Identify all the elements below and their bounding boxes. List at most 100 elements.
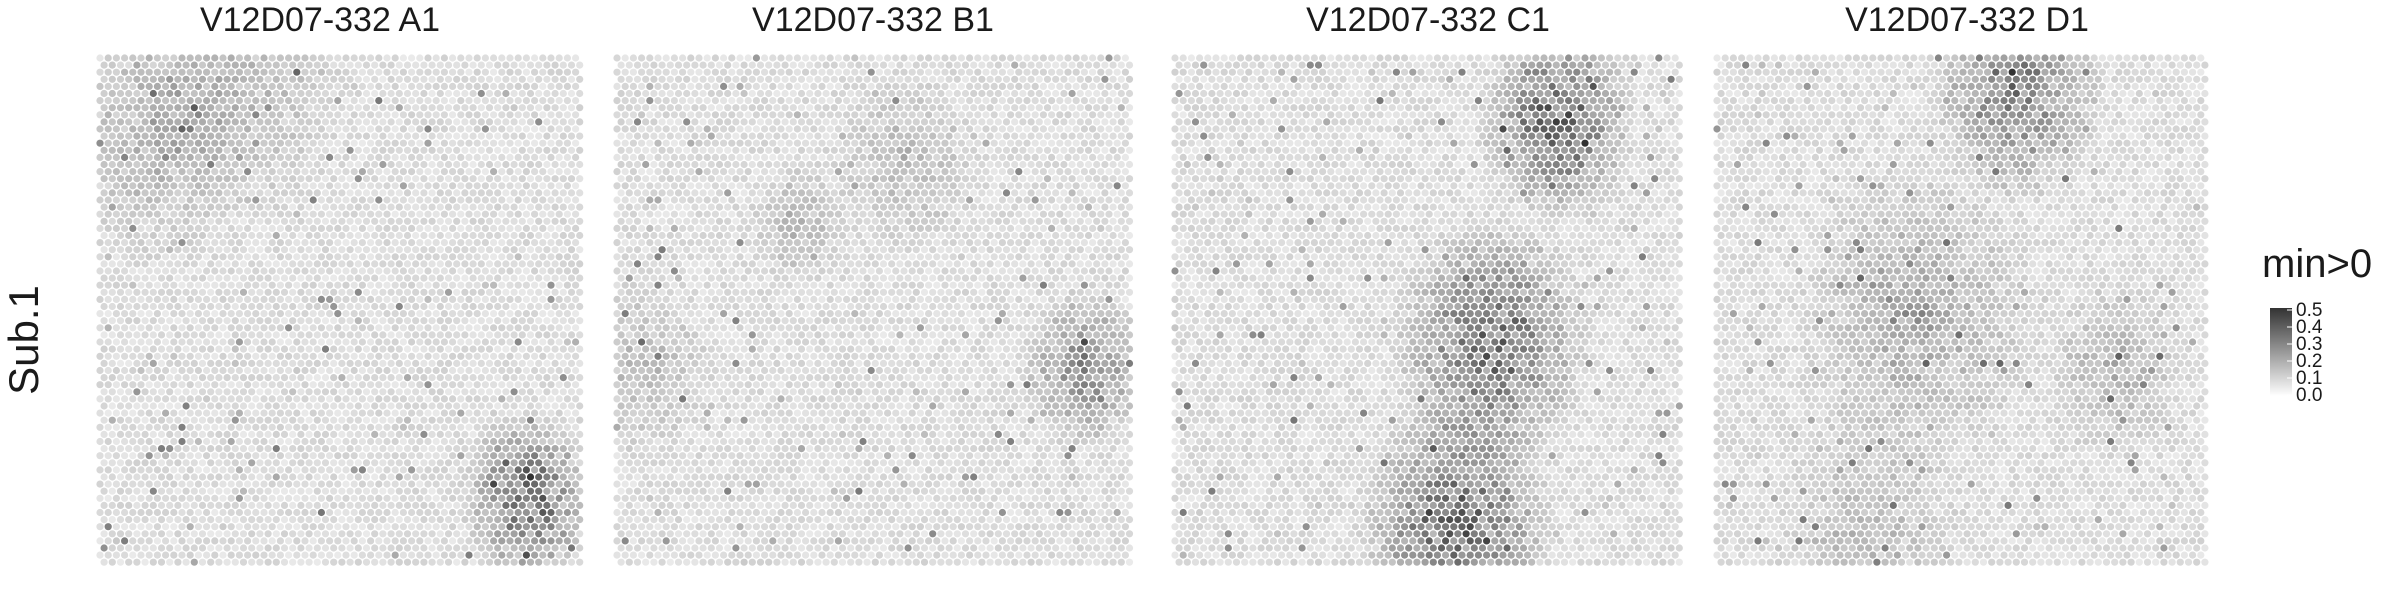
spot <box>436 118 444 126</box>
spot <box>104 310 112 318</box>
spot <box>129 551 137 559</box>
spot <box>264 160 272 169</box>
spot <box>395 388 403 396</box>
spot <box>547 537 555 545</box>
spot <box>293 338 301 346</box>
spot <box>371 317 379 325</box>
spot <box>888 104 896 112</box>
spot <box>785 125 793 133</box>
spot <box>121 466 129 474</box>
spot <box>231 288 239 296</box>
spot <box>793 68 802 76</box>
spot <box>502 473 510 481</box>
spot <box>293 281 301 289</box>
spot <box>461 175 469 183</box>
spot <box>383 239 391 247</box>
spot <box>420 203 428 211</box>
spot <box>371 189 379 197</box>
spot <box>576 359 584 367</box>
spot <box>1039 54 1047 62</box>
spot <box>354 430 362 438</box>
spot <box>498 366 506 375</box>
spot <box>391 352 399 360</box>
spot <box>330 317 338 325</box>
spot <box>198 487 207 495</box>
spot <box>674 89 683 98</box>
spot <box>387 402 395 410</box>
spot <box>334 82 342 90</box>
spot <box>149 416 157 424</box>
spot <box>879 61 888 69</box>
spot <box>223 160 231 169</box>
spot <box>256 246 264 254</box>
spot <box>412 189 420 197</box>
spot <box>1064 111 1072 119</box>
spot <box>227 253 235 261</box>
spot <box>178 466 186 474</box>
spot <box>326 267 334 275</box>
spot <box>182 331 190 339</box>
spot <box>227 551 235 559</box>
spot <box>399 452 407 460</box>
spot <box>186 551 194 559</box>
spot <box>260 494 268 502</box>
spot <box>342 68 350 76</box>
spot <box>350 508 358 517</box>
spot <box>116 203 125 211</box>
spot <box>859 68 867 76</box>
spot <box>551 246 559 254</box>
spot <box>194 310 202 318</box>
spot <box>207 104 215 112</box>
spot <box>198 260 207 268</box>
spot <box>896 89 904 98</box>
spot <box>514 409 522 417</box>
spot <box>203 239 211 247</box>
spot <box>358 508 366 517</box>
spot <box>280 260 289 268</box>
spot <box>420 331 428 339</box>
spot <box>289 89 297 98</box>
spot <box>215 388 223 396</box>
spot <box>399 182 407 190</box>
spot <box>219 267 227 275</box>
spot <box>986 61 994 69</box>
spot <box>510 544 518 552</box>
spot <box>756 104 765 112</box>
spot <box>346 459 354 467</box>
spot <box>116 374 125 382</box>
spot <box>387 260 395 268</box>
spot <box>112 352 120 360</box>
spot <box>576 160 584 169</box>
spot <box>358 466 366 474</box>
spot <box>416 267 424 275</box>
spot <box>367 324 375 332</box>
spot <box>576 302 584 311</box>
spot <box>457 196 465 204</box>
spot <box>814 104 822 112</box>
spot <box>543 160 551 169</box>
spot <box>485 274 494 282</box>
spot <box>518 416 526 424</box>
spot <box>998 68 1007 76</box>
spot <box>485 260 494 268</box>
spot <box>904 118 912 126</box>
spot <box>522 409 531 417</box>
spot <box>408 125 416 133</box>
spot <box>125 146 133 154</box>
spot <box>547 366 555 375</box>
spot <box>354 274 362 282</box>
spot <box>272 104 280 112</box>
spot <box>539 423 547 431</box>
spot <box>297 302 305 311</box>
spot <box>403 160 412 169</box>
spot <box>367 523 375 531</box>
spot <box>186 267 194 275</box>
spot <box>276 54 284 62</box>
spot <box>145 508 153 517</box>
spot <box>215 374 223 382</box>
spot <box>309 210 317 218</box>
spot <box>149 132 157 140</box>
spot <box>276 97 284 105</box>
spot <box>518 544 526 552</box>
spot <box>272 160 280 169</box>
